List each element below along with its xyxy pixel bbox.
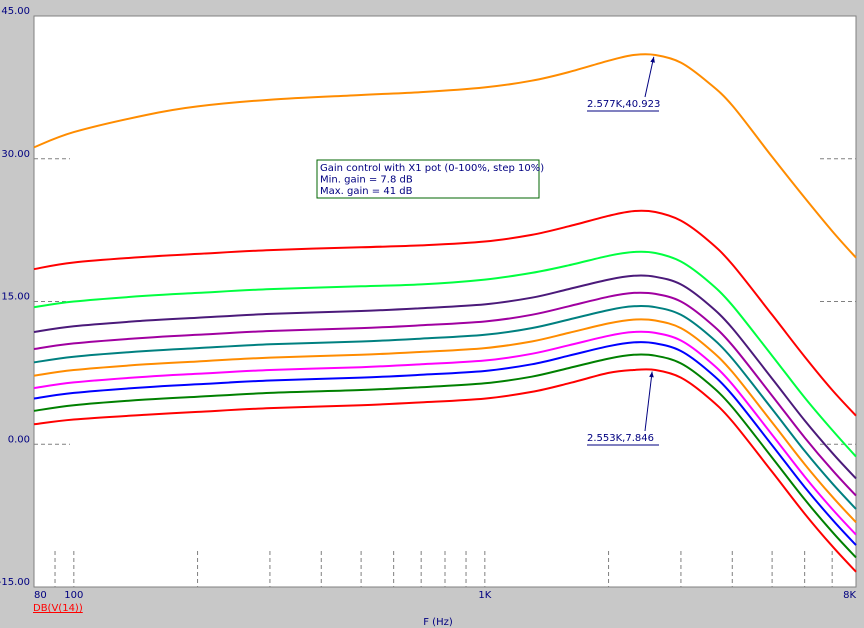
- x-axis-label: F (Hz): [423, 617, 453, 628]
- axis-ticks: 45.00 30.00 15.00 0.00 -15.00 80 100 1K 8K: [0, 6, 856, 601]
- info-box-frame: [316, 159, 540, 199]
- x-tick-label: 8K: [843, 590, 856, 601]
- annotation-arrowhead: [650, 56, 655, 63]
- annotation-arrow: [644, 371, 653, 432]
- grid: [34, 15, 856, 588]
- series-line-7: [33, 318, 857, 523]
- series-line-10: [33, 353, 857, 559]
- plot-area: [33, 15, 857, 588]
- info-box: Gain control with X1 pot (0-100%, step 1…: [316, 159, 544, 199]
- info-box-line: Min. gain = 7.8 dB: [320, 175, 413, 186]
- annotation-label: 2.577K,40.923: [587, 99, 660, 110]
- series-line-9: [33, 341, 857, 546]
- x-tick-label: 80: [34, 590, 47, 601]
- y-tick-label: -15.00: [0, 577, 30, 588]
- trace-label[interactable]: DB(V(14)): [33, 603, 83, 614]
- annotation-arrow: [644, 56, 655, 98]
- annotation-arrowhead: [649, 371, 654, 378]
- series-line-8: [33, 330, 857, 536]
- series-line-1: [33, 53, 857, 259]
- y-tick-label: 0.00: [8, 434, 30, 445]
- annotation-label: 2.553K,7.846: [587, 433, 654, 444]
- series-line-4: [33, 274, 857, 480]
- series-lines: [33, 53, 857, 573]
- y-tick-label: 15.00: [1, 292, 30, 303]
- series-line-5: [33, 291, 857, 497]
- x-tick-label: 100: [64, 590, 83, 601]
- info-box-line: Max. gain = 41 dB: [320, 186, 413, 197]
- annotations: 2.577K,40.923 2.553K,7.846: [587, 56, 660, 446]
- series-line-2: [33, 209, 857, 417]
- series-line-11: [33, 368, 857, 573]
- x-tick-label: 1K: [478, 590, 491, 601]
- series-line-6: [33, 304, 857, 510]
- series-line-3: [33, 250, 857, 458]
- info-box-line: Gain control with X1 pot (0-100%, step 1…: [320, 163, 544, 174]
- y-tick-label: 30.00: [1, 149, 30, 160]
- y-tick-label: 45.00: [1, 6, 30, 17]
